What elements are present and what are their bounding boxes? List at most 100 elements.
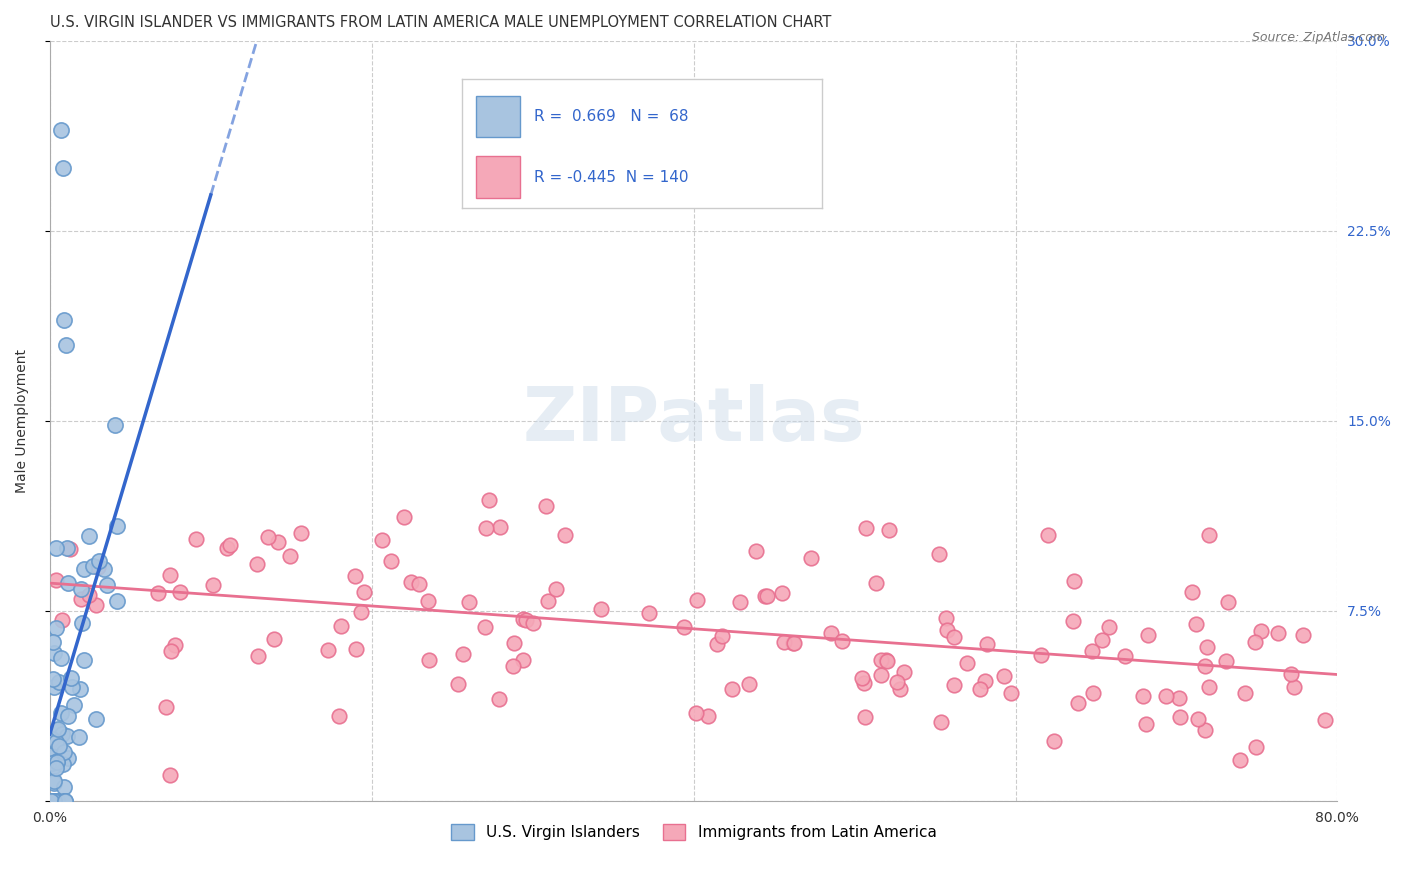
Point xyxy=(502,659,524,673)
Point xyxy=(77,588,100,602)
Point xyxy=(160,643,183,657)
Point xyxy=(1081,643,1104,657)
Point xyxy=(1291,628,1313,642)
Point xyxy=(1215,655,1237,669)
Point xyxy=(59,542,82,557)
Point xyxy=(711,629,734,643)
Point xyxy=(820,626,842,640)
Point xyxy=(408,577,430,591)
Point xyxy=(745,543,768,558)
Point xyxy=(1198,680,1220,694)
Point xyxy=(929,714,952,729)
Text: U.S. VIRGIN ISLANDER VS IMMIGRANTS FROM LATIN AMERICA MALE UNEMPLOYMENT CORRELAT: U.S. VIRGIN ISLANDER VS IMMIGRANTS FROM … xyxy=(49,15,831,30)
Point xyxy=(41,747,63,762)
Point xyxy=(1250,624,1272,638)
Point xyxy=(246,558,269,572)
Point xyxy=(686,593,709,607)
Point xyxy=(1184,617,1206,632)
Point xyxy=(869,667,891,681)
Point xyxy=(46,754,69,768)
Point xyxy=(1098,620,1121,634)
Point xyxy=(512,612,534,626)
Point xyxy=(1000,686,1022,700)
Point xyxy=(107,594,129,608)
Point xyxy=(45,573,67,587)
Point xyxy=(219,538,242,552)
Point xyxy=(544,582,567,596)
Point xyxy=(973,673,995,688)
Point xyxy=(45,723,67,738)
Point xyxy=(886,675,908,690)
Point xyxy=(56,709,79,723)
Point xyxy=(42,680,65,694)
Point xyxy=(1267,626,1289,640)
Point xyxy=(392,510,415,524)
Point xyxy=(41,794,63,808)
Point xyxy=(755,589,778,603)
Point xyxy=(1284,680,1306,694)
Point xyxy=(502,636,524,650)
Point xyxy=(44,646,66,660)
Point xyxy=(512,653,534,667)
Point xyxy=(942,630,965,644)
Point xyxy=(591,602,613,616)
Point xyxy=(159,567,181,582)
Point xyxy=(257,531,280,545)
Point xyxy=(685,706,707,720)
Point xyxy=(537,593,560,607)
Point xyxy=(474,620,496,634)
Point xyxy=(42,794,65,808)
Point xyxy=(263,632,285,646)
Point xyxy=(53,312,76,326)
Point xyxy=(70,616,93,631)
Point xyxy=(53,794,76,808)
Point xyxy=(67,731,90,745)
Point xyxy=(1043,734,1066,748)
Point xyxy=(70,582,93,596)
Point xyxy=(875,653,897,667)
Point xyxy=(41,732,63,747)
Point xyxy=(976,637,998,651)
Point xyxy=(893,665,915,679)
Point xyxy=(84,712,107,726)
Point xyxy=(53,780,76,794)
Point xyxy=(45,761,67,775)
Point xyxy=(46,755,69,769)
Point xyxy=(41,749,63,764)
Point xyxy=(447,677,470,691)
Point xyxy=(159,768,181,782)
Point xyxy=(77,528,100,542)
Point xyxy=(1244,739,1267,754)
Point xyxy=(56,750,79,764)
Point xyxy=(956,657,979,671)
Point xyxy=(353,585,375,599)
Point xyxy=(1313,713,1336,727)
Point xyxy=(344,642,367,657)
Point xyxy=(876,654,898,668)
Point xyxy=(42,774,65,789)
Point xyxy=(1194,723,1216,737)
Point xyxy=(478,493,501,508)
Point xyxy=(246,648,269,663)
Point xyxy=(267,534,290,549)
Point xyxy=(1066,696,1088,710)
Point xyxy=(59,671,82,685)
Point xyxy=(1195,640,1218,655)
Point xyxy=(515,614,537,628)
Point xyxy=(380,554,402,568)
Point xyxy=(782,636,804,650)
Point xyxy=(1031,648,1053,662)
Point xyxy=(1062,614,1084,628)
Point xyxy=(401,575,423,590)
Point xyxy=(1091,633,1114,648)
Point xyxy=(41,794,63,808)
Point xyxy=(697,709,720,723)
Point xyxy=(371,533,394,547)
Point xyxy=(316,642,339,657)
Point xyxy=(534,500,557,514)
Point xyxy=(772,634,794,648)
Point xyxy=(55,338,77,352)
Point xyxy=(1063,574,1085,588)
Point xyxy=(831,634,853,648)
Point xyxy=(49,706,72,720)
